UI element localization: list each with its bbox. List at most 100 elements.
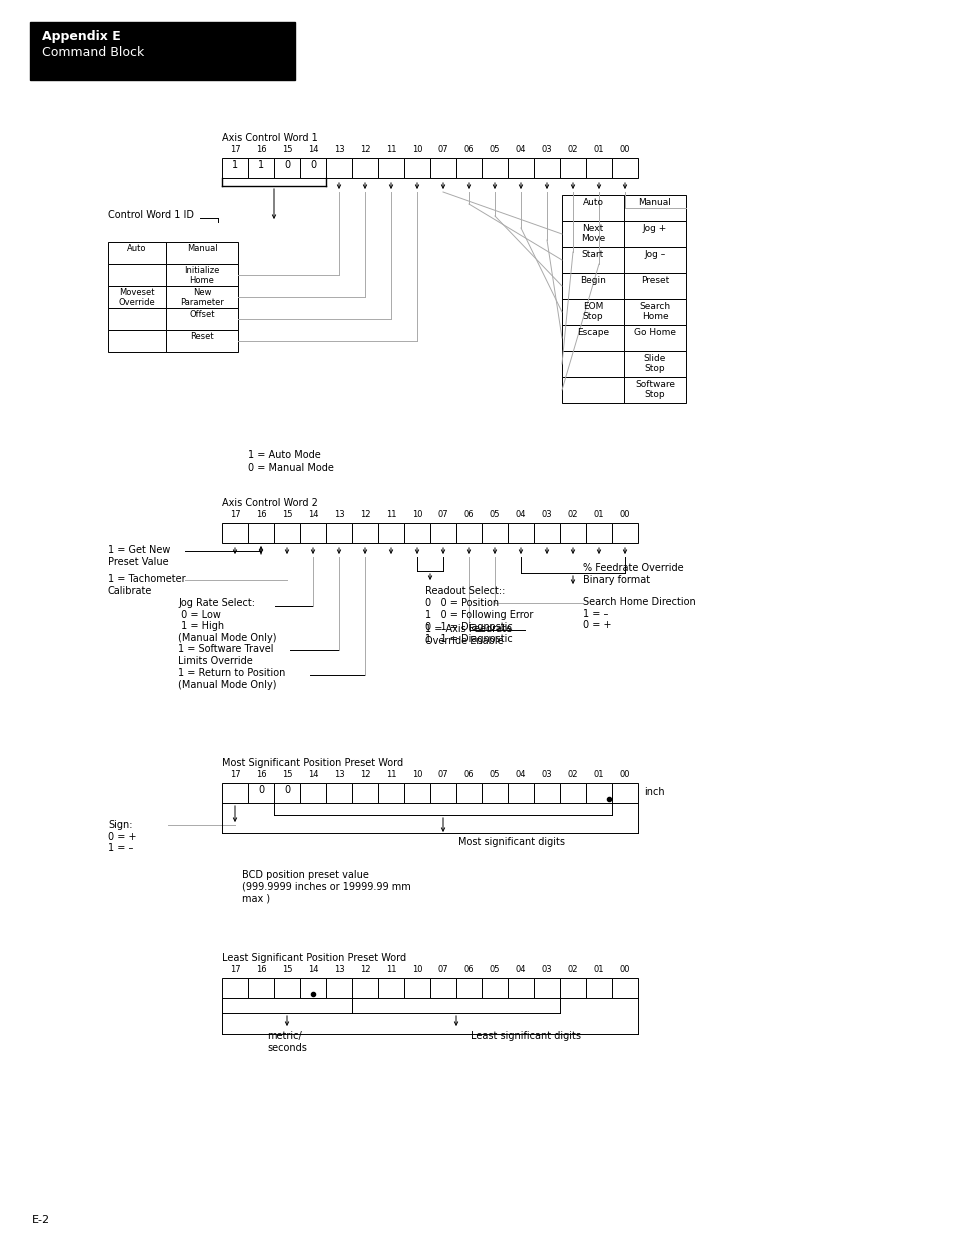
- Bar: [456, 158, 481, 178]
- Bar: [585, 522, 612, 543]
- Bar: [612, 978, 638, 998]
- Bar: [352, 978, 377, 998]
- Bar: [481, 158, 507, 178]
- Bar: [559, 522, 585, 543]
- Text: Reset: Reset: [190, 332, 213, 341]
- Text: Preset: Preset: [640, 275, 668, 285]
- Text: 17: 17: [230, 965, 240, 974]
- Text: 01: 01: [593, 144, 603, 154]
- Bar: [326, 522, 352, 543]
- Text: Moveset
Override: Moveset Override: [118, 288, 155, 308]
- Text: 15: 15: [281, 965, 292, 974]
- Bar: [222, 158, 248, 178]
- Bar: [561, 351, 623, 377]
- Bar: [108, 264, 166, 287]
- Text: 05: 05: [489, 769, 499, 779]
- Text: 15: 15: [281, 510, 292, 519]
- Text: 04: 04: [516, 965, 526, 974]
- Bar: [623, 247, 685, 273]
- Bar: [430, 522, 456, 543]
- Text: Manual: Manual: [187, 245, 217, 253]
- Bar: [352, 158, 377, 178]
- Bar: [299, 978, 326, 998]
- Text: 0 = Manual Mode: 0 = Manual Mode: [248, 463, 334, 473]
- Text: 1   0 = Following Error: 1 0 = Following Error: [424, 610, 533, 620]
- Text: 1 = Get New
Preset Value: 1 = Get New Preset Value: [108, 545, 171, 567]
- Bar: [166, 242, 237, 264]
- Bar: [534, 978, 559, 998]
- Bar: [222, 522, 248, 543]
- Text: Axis Control Word 1: Axis Control Word 1: [222, 133, 317, 143]
- Text: 04: 04: [516, 144, 526, 154]
- Bar: [612, 522, 638, 543]
- Text: Next
Move: Next Move: [580, 224, 604, 243]
- Bar: [377, 158, 403, 178]
- Text: metric/
seconds: metric/ seconds: [267, 1031, 307, 1052]
- Text: E-2: E-2: [32, 1215, 51, 1225]
- Text: 17: 17: [230, 144, 240, 154]
- Text: 15: 15: [281, 144, 292, 154]
- Bar: [507, 783, 534, 803]
- Text: Begin: Begin: [579, 275, 605, 285]
- Text: 12: 12: [359, 769, 370, 779]
- Bar: [352, 522, 377, 543]
- Bar: [623, 273, 685, 299]
- Bar: [559, 783, 585, 803]
- Text: 04: 04: [516, 769, 526, 779]
- Text: 15: 15: [281, 769, 292, 779]
- Bar: [30, 22, 294, 80]
- Text: Command Block: Command Block: [42, 46, 144, 59]
- Bar: [481, 783, 507, 803]
- Text: 1 = Axis Feedrate
Override Enable: 1 = Axis Feedrate Override Enable: [424, 624, 512, 646]
- Text: 11: 11: [385, 769, 395, 779]
- Bar: [561, 221, 623, 247]
- Text: 05: 05: [489, 965, 499, 974]
- Text: Least Significant Position Preset Word: Least Significant Position Preset Word: [222, 953, 406, 963]
- Bar: [561, 247, 623, 273]
- Text: 03: 03: [541, 510, 552, 519]
- Text: 01: 01: [593, 965, 603, 974]
- Bar: [377, 978, 403, 998]
- Text: 11: 11: [385, 965, 395, 974]
- Bar: [248, 783, 274, 803]
- Bar: [430, 978, 456, 998]
- Text: 02: 02: [567, 510, 578, 519]
- Bar: [326, 978, 352, 998]
- Text: 0   1 = Diagnostic: 0 1 = Diagnostic: [424, 622, 512, 632]
- Bar: [352, 783, 377, 803]
- Text: 12: 12: [359, 965, 370, 974]
- Text: Axis Control Word 2: Axis Control Word 2: [222, 498, 317, 508]
- Text: 11: 11: [385, 510, 395, 519]
- Bar: [559, 158, 585, 178]
- Bar: [166, 308, 237, 330]
- Text: Auto: Auto: [582, 198, 603, 207]
- Text: Control Word 1 ID: Control Word 1 ID: [108, 210, 193, 220]
- Text: 16: 16: [255, 144, 266, 154]
- Bar: [108, 287, 166, 308]
- Text: 06: 06: [463, 769, 474, 779]
- Text: 00: 00: [619, 510, 630, 519]
- Text: 16: 16: [255, 965, 266, 974]
- Bar: [612, 158, 638, 178]
- Text: 1 = Auto Mode: 1 = Auto Mode: [248, 450, 320, 459]
- Bar: [456, 783, 481, 803]
- Bar: [561, 299, 623, 325]
- Text: 1 = Tachometer
Calibrate: 1 = Tachometer Calibrate: [108, 574, 186, 595]
- Bar: [534, 522, 559, 543]
- Bar: [166, 330, 237, 352]
- Bar: [377, 783, 403, 803]
- Bar: [507, 522, 534, 543]
- Text: BCD position preset value
(999.9999 inches or 19999.99 mm
max ): BCD position preset value (999.9999 inch…: [242, 869, 411, 903]
- Bar: [623, 377, 685, 403]
- Text: 0: 0: [284, 785, 290, 795]
- Text: Appendix E: Appendix E: [42, 30, 121, 43]
- Bar: [456, 978, 481, 998]
- Text: Offset: Offset: [189, 310, 214, 319]
- Text: 13: 13: [334, 144, 344, 154]
- Text: 0: 0: [284, 161, 290, 170]
- Text: 10: 10: [412, 510, 422, 519]
- Text: 07: 07: [437, 510, 448, 519]
- Text: Jog Rate Select:
 0 = Low
 1 = High
(Manual Mode Only): Jog Rate Select: 0 = Low 1 = High (Manua…: [178, 598, 276, 642]
- Text: Initialize
Home: Initialize Home: [184, 266, 219, 285]
- Text: 14: 14: [308, 144, 318, 154]
